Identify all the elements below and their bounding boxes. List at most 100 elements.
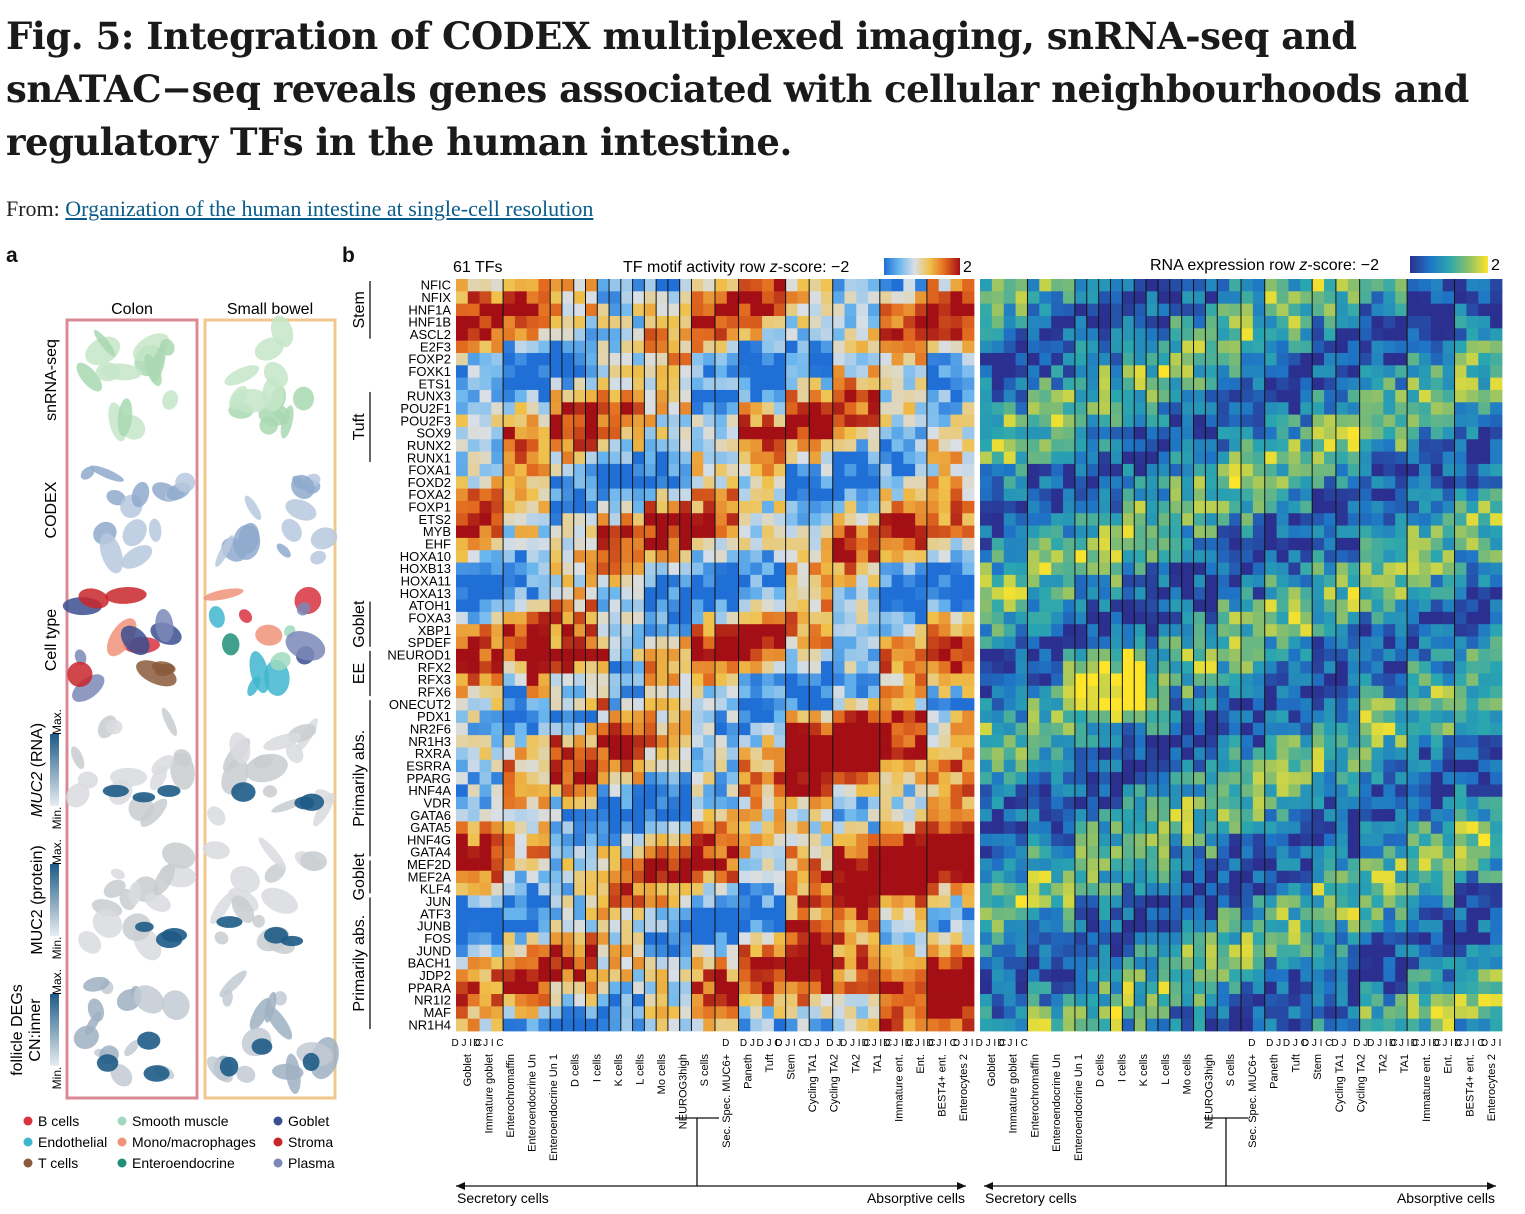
gene-label: E2F3 <box>420 339 451 354</box>
legend-swatch <box>273 1116 283 1126</box>
gene-label: ONECUT2 <box>389 697 451 712</box>
legend-swatch <box>117 1116 127 1126</box>
gene-group: Goblet <box>351 600 371 648</box>
rna-expression-heatmap <box>980 279 1503 1032</box>
umap-embedding <box>80 465 196 574</box>
figure-title: Fig. 5: Integration of CODEX multiplexed… <box>6 14 1469 164</box>
article-link[interactable]: Organization of the human intestine at s… <box>65 196 594 221</box>
gene-group: EE <box>351 650 371 697</box>
legend-item: T cells <box>23 1155 78 1171</box>
region-codes: D J <box>1266 1038 1281 1049</box>
celltype-label: Goblet <box>986 1054 998 1086</box>
min-max-colorbar <box>50 734 59 806</box>
gene-label: RFX3 <box>418 672 451 687</box>
celltype-label: L cells <box>1160 1054 1172 1085</box>
gene-label: MEF2D <box>407 857 451 872</box>
legend-item: Enteroendocrine <box>117 1155 235 1171</box>
gene-label: MAF <box>424 1005 452 1020</box>
gene-label: RFX6 <box>418 685 451 700</box>
small-bowel-header: Small bowel <box>227 301 313 318</box>
max-label: Max. <box>50 969 64 995</box>
celltype-label: Immature goblet <box>483 1054 495 1133</box>
rna-scale-label: RNA expression row z-score: −2 <box>1150 257 1379 274</box>
celltype-label: Enteroendocrine Un 1 <box>548 1054 560 1161</box>
gene-label: SPDEF <box>408 635 451 650</box>
source-line: From: Organization of the human intestin… <box>6 196 593 222</box>
from-label: From: <box>6 196 60 221</box>
min-max-colorbar <box>50 864 59 936</box>
panel-a: Colon Small bowel snRNA-seq CODEX Cell type M… <box>9 301 339 1171</box>
gene-label: POU2F3 <box>400 413 451 428</box>
celltype-label: Cycling TA1 <box>1334 1054 1346 1112</box>
gene-group-label: Goblet <box>351 853 368 901</box>
celltype-label: Enteroendocrine Un 1 <box>1073 1054 1085 1161</box>
celltype-label: TA2 <box>1377 1054 1389 1073</box>
gene-label: HOXA13 <box>400 586 451 601</box>
gene-group: Tuft <box>351 391 371 462</box>
umap-embedding <box>76 329 179 442</box>
region-codes: D J I C <box>1411 1038 1442 1049</box>
rna-colorbar <box>1410 256 1488 273</box>
legend-swatch <box>273 1137 283 1147</box>
gene-label: ETS1 <box>418 376 451 391</box>
celltype-label: K cells <box>1138 1054 1150 1087</box>
gene-label: VDR <box>424 795 451 810</box>
region-codes: D J I C <box>1367 1038 1398 1049</box>
legend-item: Endothelial <box>23 1134 107 1150</box>
gene-group-label: EE <box>351 663 368 684</box>
gene-label: FOXD2 <box>408 475 451 490</box>
gene-label: NR2F6 <box>410 722 451 737</box>
gene-label: MEF2A <box>408 869 452 884</box>
legend-swatch <box>23 1158 33 1168</box>
celltype-label: S cells <box>699 1054 711 1087</box>
umap-embedding <box>62 587 182 702</box>
umap-embedding <box>206 970 339 1094</box>
celltype-label: NEUROG3high <box>1203 1054 1215 1129</box>
region-codes: D J I C <box>905 1038 936 1049</box>
gene-label: NR1I2 <box>414 993 451 1008</box>
celltype-label: TA2 <box>850 1054 862 1073</box>
celltype-label: TA1 <box>1399 1054 1411 1073</box>
region-codes: D J I C <box>775 1038 806 1049</box>
region-codes: D J <box>805 1038 820 1049</box>
tf-count: 61 TFs <box>453 259 503 276</box>
region-codes: D J I C <box>883 1038 914 1049</box>
gene-label: XBP1 <box>418 623 451 638</box>
gene-label: FOXP1 <box>408 500 451 515</box>
celltype-label: BEST4+ ent. <box>937 1054 949 1117</box>
row-label-text: MUC2 (RNA) <box>29 723 46 817</box>
gene-group: Primarily abs. <box>351 897 371 1029</box>
gene-label: ETS2 <box>418 512 451 527</box>
gene-label: PPARA <box>408 980 451 995</box>
legend-item: Goblet <box>273 1113 329 1129</box>
min-label: Min. <box>50 937 64 960</box>
celltype-label: Enteroendocrine Un <box>527 1054 539 1152</box>
celltype-label: Paneth <box>742 1054 754 1089</box>
umap-embedding <box>203 586 326 697</box>
region-codes: D J I C <box>862 1038 893 1049</box>
umap-embedding <box>215 473 338 567</box>
region-codes: D J <box>740 1038 755 1049</box>
celltype-label: Enterocytes 2 <box>1486 1054 1498 1121</box>
row-label-text: MUC2 (protein) <box>29 845 46 954</box>
region-codes: D J I C <box>452 1038 483 1049</box>
legend-label: Mono/macrophages <box>132 1134 256 1150</box>
region-codes: D J I C <box>1389 1038 1420 1049</box>
gene-label: RUNX2 <box>407 438 451 453</box>
max-label: Max. <box>50 839 64 865</box>
max-label: Max. <box>50 709 64 735</box>
colon-header: Colon <box>111 301 153 318</box>
gene-label: JUNB <box>417 919 451 934</box>
gene-label: NEUROD1 <box>387 648 451 663</box>
gene-label: HOXA10 <box>400 549 451 564</box>
legend-label: T cells <box>38 1155 78 1171</box>
legend-swatch <box>273 1158 283 1168</box>
gene-label: KLF4 <box>420 882 451 897</box>
celltype-label: Enterocytes 2 <box>958 1054 970 1121</box>
row-label: CODEX <box>43 481 60 538</box>
legend-item: Mono/macrophages <box>117 1134 256 1150</box>
region-codes: D J I C <box>926 1038 957 1049</box>
